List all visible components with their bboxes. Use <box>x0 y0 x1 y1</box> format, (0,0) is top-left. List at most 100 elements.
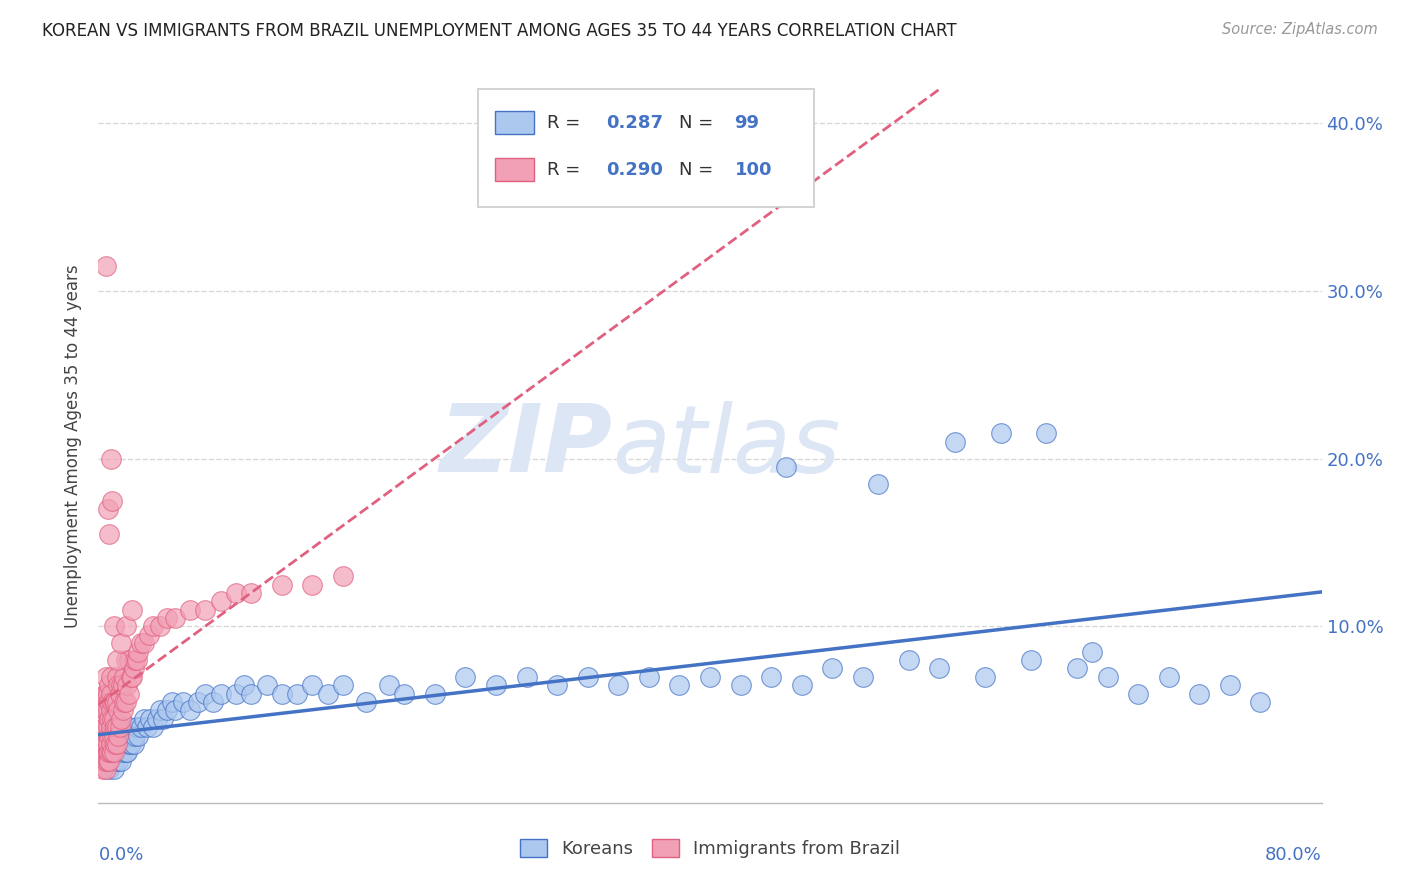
Point <box>209 687 232 701</box>
Text: ZIP: ZIP <box>439 400 612 492</box>
Point <box>112 737 135 751</box>
Point <box>103 754 125 768</box>
Point <box>134 636 156 650</box>
Point <box>138 628 160 642</box>
Point <box>730 678 752 692</box>
Point <box>97 746 120 760</box>
Point <box>1128 687 1150 701</box>
Point <box>100 703 122 717</box>
Point <box>285 687 308 701</box>
Text: atlas: atlas <box>612 401 841 491</box>
Point <box>101 695 124 709</box>
Point <box>94 746 117 760</box>
Point <box>98 762 121 776</box>
Point <box>225 586 247 600</box>
Point <box>127 645 149 659</box>
Point <box>93 754 115 768</box>
FancyBboxPatch shape <box>495 159 534 181</box>
Point <box>121 729 143 743</box>
Point <box>129 720 152 734</box>
Y-axis label: Unemployment Among Ages 35 to 44 years: Unemployment Among Ages 35 to 44 years <box>65 264 83 628</box>
Point <box>94 720 117 734</box>
Point <box>110 754 132 768</box>
Point <box>142 720 165 734</box>
Point <box>790 678 813 692</box>
Point <box>97 737 120 751</box>
Point <box>105 720 128 734</box>
Point <box>90 754 112 768</box>
Point <box>122 661 145 675</box>
Point <box>100 754 122 768</box>
Point <box>546 678 568 692</box>
Point <box>100 737 122 751</box>
Point <box>354 695 377 709</box>
Point <box>163 611 186 625</box>
Point <box>117 678 139 692</box>
Text: R =: R = <box>547 114 586 132</box>
Point <box>98 746 121 760</box>
Point <box>759 670 782 684</box>
Point <box>101 493 124 508</box>
Point <box>101 729 124 743</box>
Point <box>163 703 186 717</box>
Point <box>160 695 183 709</box>
Point <box>94 746 117 760</box>
Point <box>256 678 278 692</box>
Point <box>103 729 125 743</box>
Point <box>104 695 127 709</box>
Point <box>97 720 120 734</box>
Point <box>378 678 401 692</box>
Point <box>209 594 232 608</box>
Point <box>108 746 131 760</box>
FancyBboxPatch shape <box>495 112 534 134</box>
Point <box>125 720 148 734</box>
Point <box>94 259 117 273</box>
Point <box>187 695 209 709</box>
Point <box>990 426 1012 441</box>
Point <box>124 729 146 743</box>
Point <box>120 670 142 684</box>
Point <box>145 712 167 726</box>
Point <box>91 729 114 743</box>
Point <box>332 569 354 583</box>
Point <box>94 687 117 701</box>
Point <box>115 746 138 760</box>
Point <box>107 754 129 768</box>
Point <box>202 695 225 709</box>
FancyBboxPatch shape <box>478 89 814 207</box>
Point <box>100 670 122 684</box>
Point <box>332 678 354 692</box>
Point <box>129 636 152 650</box>
Point <box>142 619 165 633</box>
Point <box>149 619 172 633</box>
Text: 0.287: 0.287 <box>606 114 664 132</box>
Text: 0.290: 0.290 <box>606 161 664 178</box>
Point <box>110 678 132 692</box>
Point <box>1019 653 1042 667</box>
Point <box>97 502 120 516</box>
Point <box>232 678 254 692</box>
Point <box>93 737 115 751</box>
Point <box>110 636 132 650</box>
Point <box>225 687 247 701</box>
Text: N =: N = <box>679 161 720 178</box>
Point <box>107 737 129 751</box>
Point <box>179 603 201 617</box>
Point <box>97 754 120 768</box>
Point <box>240 687 263 701</box>
Point <box>104 737 127 751</box>
Point <box>103 737 125 751</box>
Point <box>852 670 875 684</box>
Text: N =: N = <box>679 114 720 132</box>
Text: KOREAN VS IMMIGRANTS FROM BRAZIL UNEMPLOYMENT AMONG AGES 35 TO 44 YEARS CORRELAT: KOREAN VS IMMIGRANTS FROM BRAZIL UNEMPLO… <box>42 22 957 40</box>
Text: Source: ZipAtlas.com: Source: ZipAtlas.com <box>1222 22 1378 37</box>
Text: 80.0%: 80.0% <box>1265 846 1322 863</box>
Point <box>98 527 121 541</box>
Point <box>110 712 132 726</box>
Point <box>127 729 149 743</box>
Point <box>93 687 115 701</box>
Point <box>105 653 128 667</box>
Point <box>897 653 920 667</box>
Point <box>94 737 117 751</box>
Point <box>117 746 139 760</box>
